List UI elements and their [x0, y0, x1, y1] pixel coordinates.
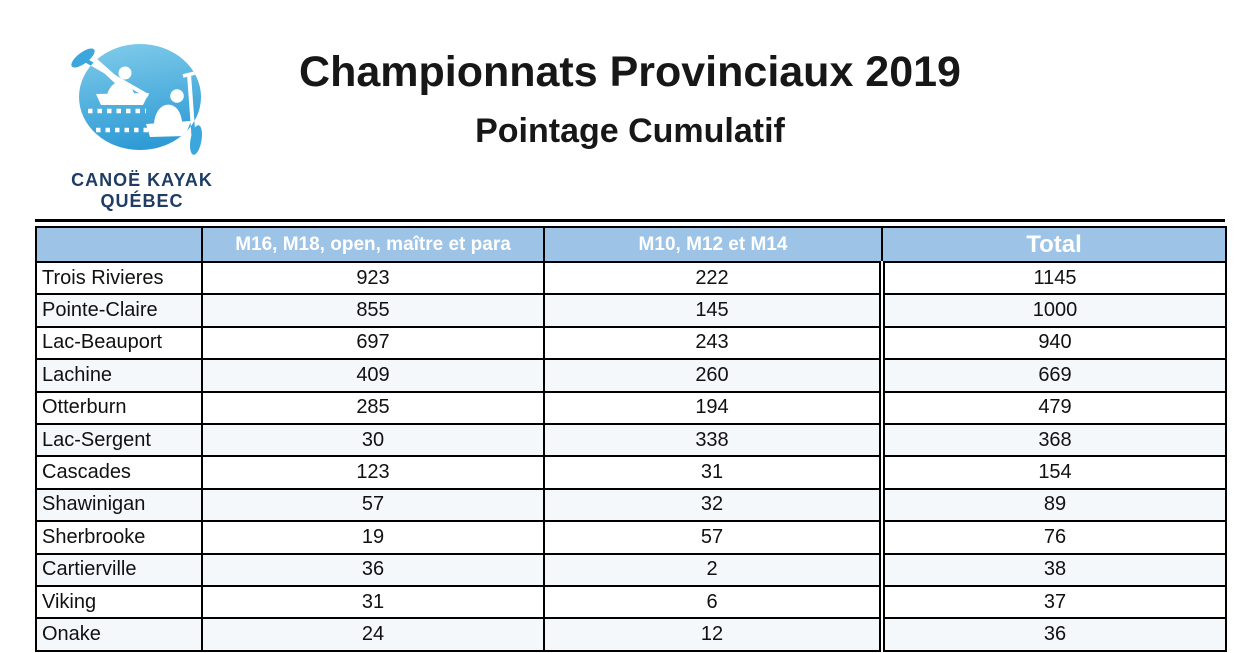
- club-cell: Otterburn: [35, 390, 203, 425]
- club-cell: Lac-Beauport: [35, 325, 203, 361]
- total-points-cell: 669: [879, 358, 1227, 393]
- table-top-border: [35, 219, 1225, 222]
- youth-points-cell: 260: [543, 358, 883, 393]
- table-row: Cartierville 36 2 38: [35, 552, 1227, 587]
- senior-points-cell: 285: [201, 390, 545, 425]
- table-wrapper: M16, M18, open, maître et para M10, M12 …: [35, 226, 1227, 652]
- points-table: M16, M18, open, maître et para M10, M12 …: [35, 226, 1227, 652]
- total-points-cell: 154: [879, 455, 1227, 490]
- col-header-club: [35, 226, 203, 263]
- youth-points-cell: 32: [543, 487, 883, 523]
- senior-points-cell: 855: [201, 293, 545, 328]
- col-header-total: Total: [881, 226, 1227, 263]
- senior-points-cell: 36: [201, 552, 545, 587]
- total-points-cell: 1000: [879, 293, 1227, 328]
- youth-points-cell: 222: [543, 260, 883, 296]
- table-row: Lac-Sergent 30 338 368: [35, 422, 1227, 458]
- youth-points-cell: 194: [543, 390, 883, 425]
- youth-points-cell: 243: [543, 325, 883, 361]
- table-row: Pointe-Claire 855 145 1000: [35, 293, 1227, 328]
- total-points-cell: 76: [879, 520, 1227, 555]
- youth-points-cell: 6: [543, 584, 883, 620]
- senior-points-cell: 123: [201, 455, 545, 490]
- total-points-cell: 37: [879, 584, 1227, 620]
- club-cell: Lac-Sergent: [35, 422, 203, 458]
- club-cell: Viking: [35, 584, 203, 620]
- club-cell: Lachine: [35, 358, 203, 393]
- page-title: Championnats Provinciaux 2019: [299, 48, 961, 96]
- youth-points-cell: 31: [543, 455, 883, 490]
- youth-points-cell: 57: [543, 520, 883, 555]
- club-cell: Onake: [35, 617, 203, 652]
- senior-points-cell: 923: [201, 260, 545, 296]
- senior-points-cell: 24: [201, 617, 545, 652]
- senior-points-cell: 697: [201, 325, 545, 361]
- kayaker-silhouette: [84, 58, 149, 105]
- kayaker-canoeist-icon: CANOË KAYAK QUÉBEC: [71, 44, 213, 211]
- logo-figures: [84, 58, 196, 144]
- senior-points-cell: 19: [201, 520, 545, 555]
- table-row: Otterburn 285 194 479: [35, 390, 1227, 425]
- senior-points-cell: 30: [201, 422, 545, 458]
- total-points-cell: 479: [879, 390, 1227, 425]
- youth-points-cell: 12: [543, 617, 883, 652]
- total-points-cell: 36: [879, 617, 1227, 652]
- table-row: Viking 31 6 37: [35, 584, 1227, 620]
- table-row: Trois Rivieres 923 222 1145: [35, 260, 1227, 296]
- table-row: Shawinigan 57 32 89: [35, 487, 1227, 523]
- senior-points-cell: 31: [201, 584, 545, 620]
- club-cell: Cascades: [35, 455, 203, 490]
- table-row: Cascades 123 31 154: [35, 455, 1227, 490]
- club-cell: Trois Rivieres: [35, 260, 203, 296]
- senior-points-cell: 57: [201, 487, 545, 523]
- youth-points-cell: 338: [543, 422, 883, 458]
- youth-points-cell: 145: [543, 293, 883, 328]
- club-cell: Sherbrooke: [35, 520, 203, 555]
- total-points-cell: 38: [879, 552, 1227, 587]
- table-row: Sherbrooke 19 57 76: [35, 520, 1227, 555]
- table-row: Onake 24 12 36: [35, 617, 1227, 652]
- col-header-youth: M10, M12 et M14: [543, 226, 883, 263]
- total-points-cell: 940: [879, 325, 1227, 361]
- table-row: Lac-Beauport 697 243 940: [35, 325, 1227, 361]
- logo-wordmark-line1: CANOË KAYAK: [71, 170, 213, 190]
- senior-points-cell: 409: [201, 358, 545, 393]
- col-header-senior: M16, M18, open, maître et para: [201, 226, 545, 263]
- logo-wordmark-line2: QUÉBEC: [100, 190, 183, 211]
- total-points-cell: 89: [879, 487, 1227, 523]
- table-header-row: M16, M18, open, maître et para M10, M12 …: [35, 226, 1227, 263]
- total-points-cell: 368: [879, 422, 1227, 458]
- page-subtitle: Pointage Cumulatif: [475, 112, 785, 150]
- club-cell: Shawinigan: [35, 487, 203, 523]
- youth-points-cell: 2: [543, 552, 883, 587]
- table-row: Lachine 409 260 669: [35, 358, 1227, 393]
- club-cell: Cartierville: [35, 552, 203, 587]
- total-points-cell: 1145: [879, 260, 1227, 296]
- canoe-kayak-quebec-logo: CANOË KAYAK QUÉBEC: [60, 33, 225, 215]
- club-cell: Pointe-Claire: [35, 293, 203, 328]
